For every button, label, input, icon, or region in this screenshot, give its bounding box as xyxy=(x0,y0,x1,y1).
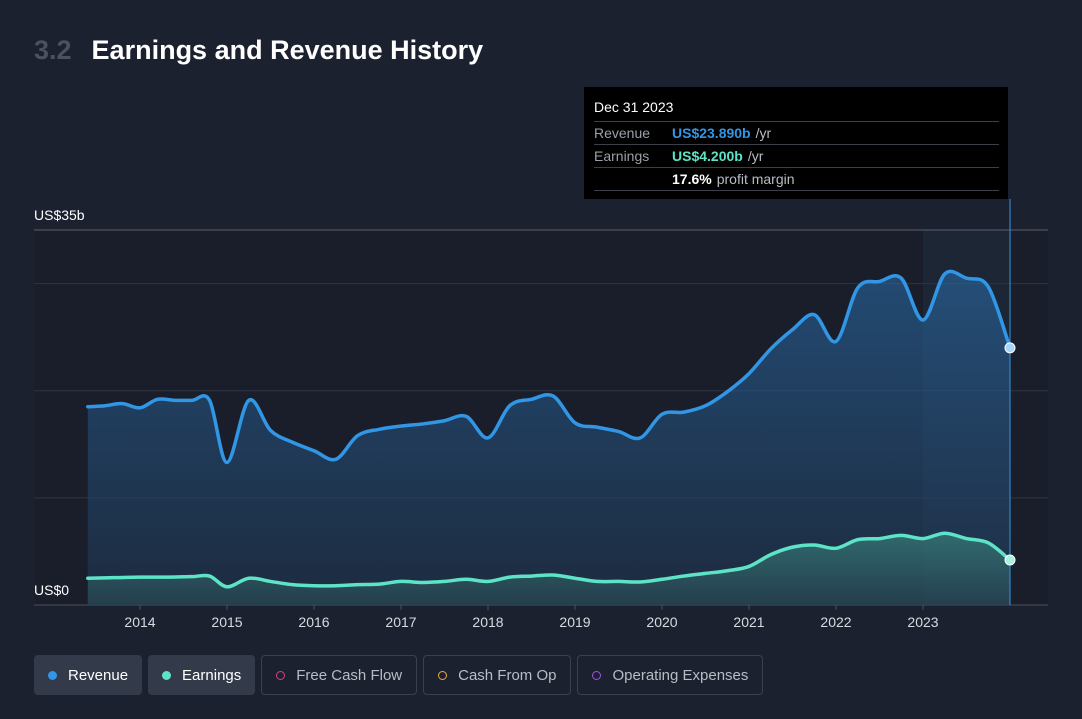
legend-earnings-label: Earnings xyxy=(182,666,242,684)
legend-earnings-button[interactable]: Earnings xyxy=(148,655,256,695)
tooltip-earnings-label: Earnings xyxy=(594,148,650,164)
x-tick-label: 2023 xyxy=(907,614,938,630)
chart-header: 3.2 Earnings and Revenue History xyxy=(34,30,483,70)
x-tick-label: 2016 xyxy=(298,614,329,630)
tooltip-revenue-value: US$23.890b xyxy=(672,125,751,141)
operating-expenses-dot-icon xyxy=(592,670,602,680)
revenue-hover-point xyxy=(1004,342,1016,354)
tooltip-row-margin: 17.6% profit margin xyxy=(594,167,999,191)
tooltip-row-revenue: Revenue US$23.890b /yr xyxy=(594,121,999,144)
x-tick-label: 2017 xyxy=(385,614,416,630)
chart-tooltip: Dec 31 2023 Revenue US$23.890b /yr Earni… xyxy=(584,87,1008,199)
section-number: 3.2 xyxy=(34,34,72,65)
tooltip-revenue-label: Revenue xyxy=(594,125,651,141)
tooltip-row-earnings: Earnings US$4.200b /yr xyxy=(594,144,999,167)
earnings-line xyxy=(86,531,1012,589)
tooltip-revenue-unit: /yr xyxy=(755,125,772,141)
legend-free-cash-flow-label: Free Cash Flow xyxy=(296,666,403,684)
earnings-hover-point xyxy=(1004,554,1016,566)
tooltip-margin-unit: profit margin xyxy=(716,171,795,187)
chart-legend: Revenue Earnings Free Cash Flow Cash Fro… xyxy=(34,655,764,695)
tooltip-margin-value: 17.6% xyxy=(672,171,712,187)
y-axis-bottom-label: US$0 xyxy=(34,582,69,598)
free-cash-flow-dot-icon xyxy=(276,670,286,680)
legend-operating-expenses-button[interactable]: Operating Expenses xyxy=(577,655,764,695)
page-title: Earnings and Revenue History xyxy=(91,34,484,65)
revenue-line xyxy=(86,269,1012,465)
x-tick-label: 2020 xyxy=(646,614,677,630)
tooltip-date: Dec 31 2023 xyxy=(594,99,674,115)
legend-revenue-label: Revenue xyxy=(68,666,129,684)
x-tick-label: 2019 xyxy=(559,614,590,630)
legend-cash-from-op-button[interactable]: Cash From Op xyxy=(423,655,572,695)
x-tick-label: 2014 xyxy=(124,614,155,630)
legend-operating-expenses-label: Operating Expenses xyxy=(612,666,749,684)
x-tick-label: 2018 xyxy=(472,614,503,630)
legend-free-cash-flow-button[interactable]: Free Cash Flow xyxy=(261,655,418,695)
x-tick-label: 2021 xyxy=(733,614,764,630)
y-axis-top-label: US$35b xyxy=(34,207,85,223)
legend-cash-from-op-label: Cash From Op xyxy=(458,666,557,684)
cash-from-op-dot-icon xyxy=(438,670,448,680)
revenue-dot-icon xyxy=(48,670,57,680)
earnings-dot-icon xyxy=(162,670,172,680)
tooltip-earnings-value: US$4.200b xyxy=(672,148,743,164)
revenue-area xyxy=(87,271,1011,605)
x-tick-label: 2022 xyxy=(820,614,851,630)
tooltip-earnings-unit: /yr xyxy=(747,148,764,164)
x-tick-label: 2015 xyxy=(211,614,242,630)
legend-revenue-button[interactable]: Revenue xyxy=(34,655,143,695)
